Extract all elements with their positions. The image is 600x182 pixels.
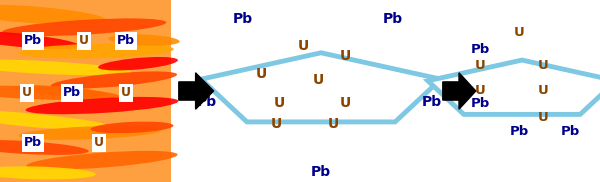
Text: Pb: Pb [422, 95, 442, 109]
Text: U: U [538, 84, 548, 97]
Text: Pb: Pb [24, 34, 42, 48]
Text: U: U [475, 84, 485, 97]
Text: U: U [328, 117, 338, 131]
Text: U: U [274, 96, 284, 110]
Ellipse shape [109, 34, 179, 46]
Text: U: U [79, 34, 89, 48]
Bar [0, 0, 171, 182]
Text: Pb: Pb [470, 43, 490, 56]
Ellipse shape [2, 18, 166, 36]
Text: U: U [256, 67, 266, 81]
Ellipse shape [0, 5, 106, 25]
Ellipse shape [0, 110, 116, 130]
Polygon shape [428, 60, 600, 114]
FancyArrow shape [179, 73, 214, 109]
Text: Pb: Pb [509, 124, 529, 138]
Ellipse shape [0, 86, 119, 100]
Text: Pb: Pb [311, 165, 331, 179]
FancyArrow shape [443, 73, 476, 109]
Ellipse shape [0, 60, 131, 75]
Ellipse shape [19, 126, 161, 140]
Text: U: U [538, 59, 548, 72]
Ellipse shape [91, 122, 173, 133]
Text: U: U [22, 86, 32, 99]
Text: Pb: Pb [383, 12, 403, 26]
Text: U: U [340, 96, 350, 110]
Text: U: U [271, 117, 281, 131]
Text: Pb: Pb [233, 12, 253, 26]
Text: U: U [298, 39, 308, 53]
Text: U: U [475, 59, 485, 72]
Ellipse shape [0, 140, 89, 155]
Ellipse shape [0, 31, 80, 49]
Text: U: U [340, 50, 350, 63]
Ellipse shape [26, 97, 178, 114]
Text: U: U [538, 111, 548, 124]
Text: U: U [514, 26, 524, 39]
Text: Pb: Pb [63, 86, 81, 99]
Text: Pb: Pb [560, 124, 580, 138]
Ellipse shape [0, 166, 96, 179]
Text: U: U [94, 136, 104, 149]
Polygon shape [201, 53, 441, 122]
Text: U: U [121, 86, 131, 99]
Text: Pb: Pb [117, 34, 135, 48]
Text: Pb: Pb [197, 95, 217, 109]
Ellipse shape [18, 43, 174, 58]
Ellipse shape [98, 57, 178, 70]
Ellipse shape [51, 71, 177, 89]
Ellipse shape [26, 151, 178, 169]
Ellipse shape [13, 85, 107, 97]
Text: Pb: Pb [24, 136, 42, 149]
Text: U: U [313, 73, 323, 87]
Text: Pb: Pb [470, 97, 490, 110]
